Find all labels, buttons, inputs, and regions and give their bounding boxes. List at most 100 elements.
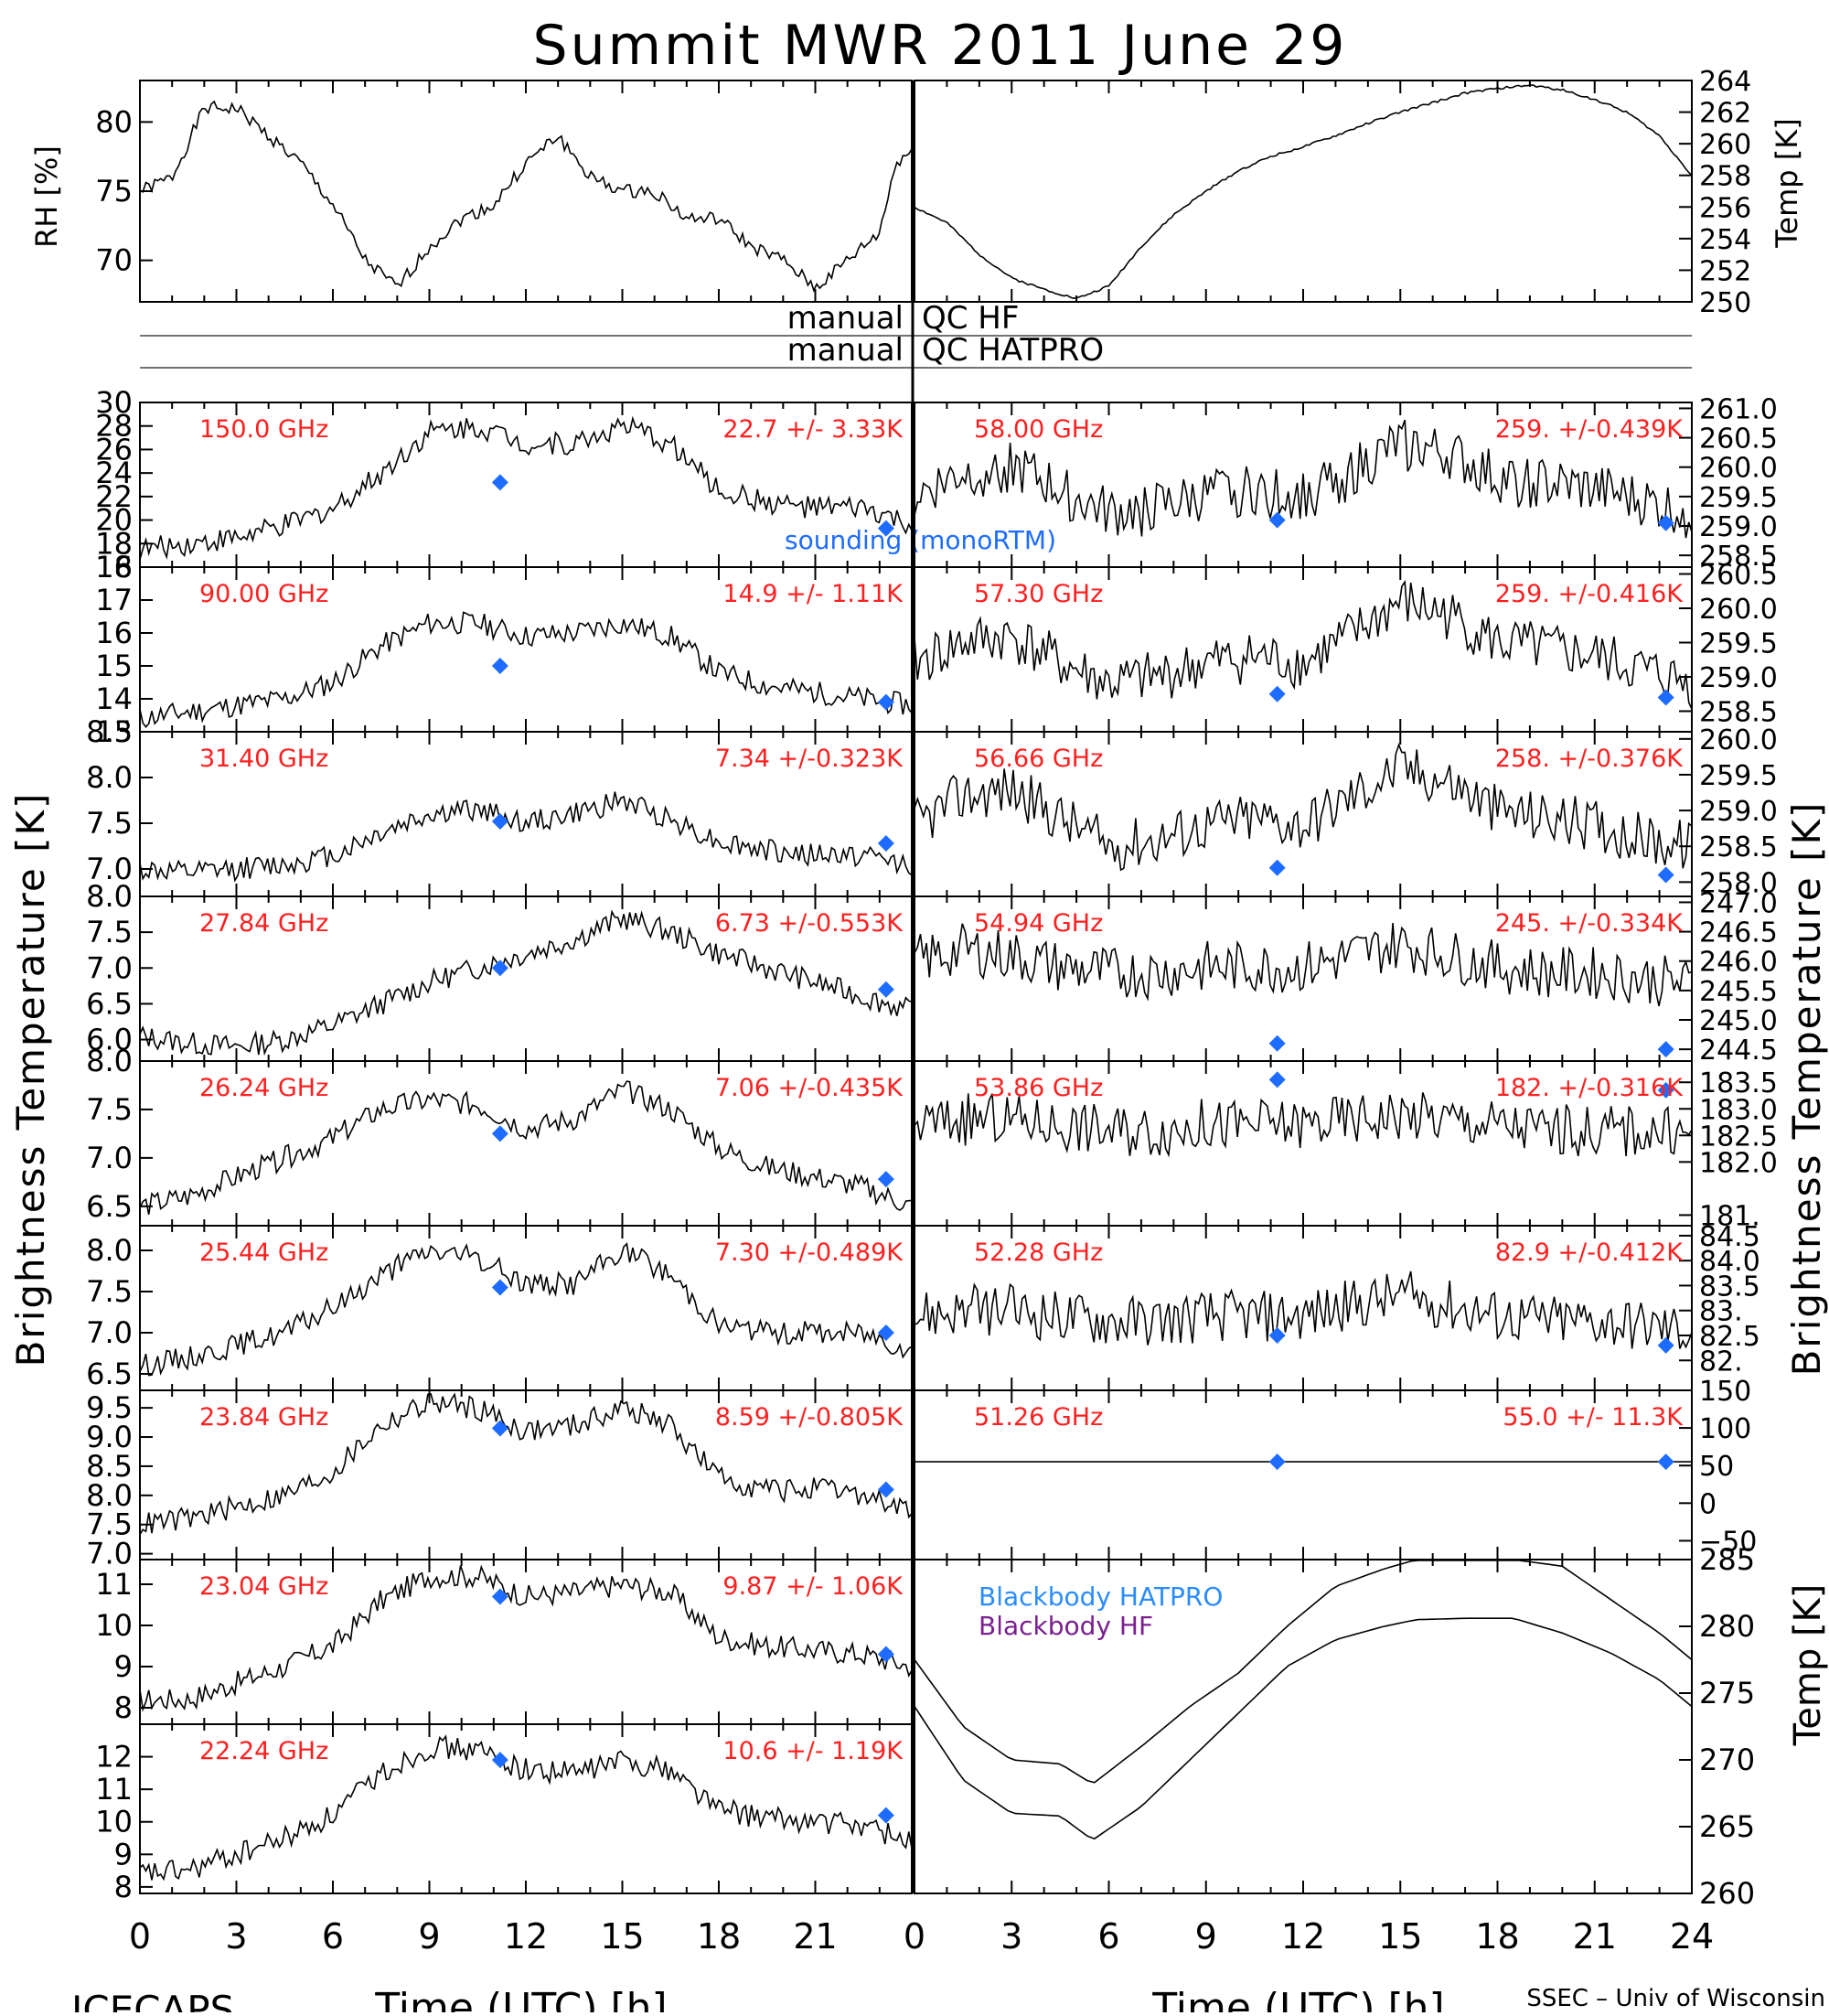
left-freq-panel-0-ytick-label: 30 [95, 385, 133, 420]
right-freq-panel-0-freq-label: 58.00 GHz [974, 415, 1103, 444]
left-freq-panel-3-ytick-label: 7.0 [86, 950, 133, 985]
right-freq-panel-5-ytick-label: 82.5 [1699, 1321, 1760, 1353]
left-freq-panel-1-ytick-label: 16 [95, 616, 133, 650]
right-freq-panel-3-ytick-label: 244.5 [1699, 1035, 1778, 1067]
temp-panel-ytick-label: 260 [1699, 129, 1751, 161]
left-freq-panel-5-ytick-label: 7.0 [86, 1315, 133, 1350]
bb-hatpro-label: Blackbody HATPRO [979, 1582, 1223, 1612]
left-freq-panel-7-freq-label: 23.04 GHz [199, 1572, 328, 1601]
right-freq-panel-3-ytick-label: 246.0 [1699, 947, 1778, 979]
right-freq-panel-6-ytick-label: 0 [1699, 1488, 1717, 1520]
right-freq-panel-4-ytick-label: 183.5 [1699, 1067, 1778, 1099]
left-freq-panel-3-stat-label: 6.73 +/-0.553K [715, 909, 904, 938]
left-freq-panel-1-stat-label: 14.9 +/- 1.11K [722, 580, 904, 608]
left-freq-panel-6-ytick-label: 8.0 [86, 1478, 133, 1513]
left-freq-panel-7-stat-label: 9.87 +/- 1.06K [722, 1572, 904, 1601]
right-freq-panel-0-series-0 [914, 419, 1693, 539]
left-freq-panel-1-ytick-label: 15 [95, 649, 133, 683]
left-freq-panel-0-ytick-label: 24 [95, 456, 133, 490]
chart-marks: 7075802502522542562582602622641618202224… [86, 66, 1778, 1957]
left-freq-panel-2-series-0 [139, 791, 913, 883]
blackbody-panel-series-0 [914, 1560, 1693, 1784]
right-freq-panel-6-ytick-label: −50 [1699, 1526, 1757, 1558]
left-freq-panel-0-ytick-label: 16 [95, 550, 133, 584]
left-freq-panel-0-sounding-point [877, 520, 894, 537]
temp-panel-ytick-label: 256 [1699, 192, 1751, 224]
right-freq-panel-5-freq-label: 52.28 GHz [974, 1239, 1103, 1267]
right-freq-panel-5-sounding-point [1657, 1336, 1674, 1354]
right-freq-panel-4-ytick-label: 182.0 [1699, 1147, 1778, 1179]
qc-hatpro-label-left: manual [787, 332, 904, 369]
left-freq-panel-6-series-0 [139, 1392, 913, 1535]
temp-panel-ytick-label: 262 [1699, 98, 1751, 130]
temp-panel-ytick-label: 252 [1699, 255, 1751, 287]
right-xtick-label: 9 [1195, 1916, 1217, 1957]
left-freq-panel-2-ytick-label: 7.5 [86, 806, 133, 841]
right-freq-panel-1-sounding-point [1657, 689, 1674, 706]
right-freq-panel-2-sounding-point [1268, 859, 1286, 876]
right-freq-panel-1-ytick-label: 258.5 [1699, 697, 1778, 729]
blackbody-panel-ytick-label: 280 [1699, 1609, 1755, 1644]
right-freq-panel-0-ytick-label: 260.5 [1699, 424, 1778, 456]
left-freq-panel-2-ytick-label: 8.5 [86, 714, 133, 749]
left-xtick-label: 12 [504, 1916, 548, 1957]
xlabel-left: Time (UTC) [h] [374, 1985, 667, 2012]
right-xtick-label: 6 [1097, 1916, 1119, 1957]
right-freq-panel-2-ytick-label: 258.5 [1699, 831, 1778, 863]
temp-axis-label: Temp [K] [1770, 118, 1804, 248]
blackbody-panel-ytick-label: 270 [1699, 1743, 1755, 1777]
left-freq-panel-7-ytick-label: 11 [95, 1567, 133, 1602]
right-xtick-label: 3 [1000, 1916, 1022, 1957]
right-freq-panel-0-stat-label: 259. +/-0.439K [1495, 415, 1684, 444]
left-freq-panel-2-ytick-label: 8.0 [86, 760, 133, 795]
left-freq-panel-8-ytick-label: 9 [114, 1837, 133, 1871]
left-freq-panel-4-freq-label: 26.24 GHz [199, 1074, 328, 1102]
right-freq-panel-0-ytick-label: 259.0 [1699, 511, 1778, 543]
xlabel-right: Time (UTC) [h] [1151, 1985, 1444, 2012]
right-freq-panel-2-stat-label: 258. +/-0.376K [1495, 745, 1684, 773]
tb-axis-label-left: Brightness Temperature [K] [8, 792, 53, 1367]
bb-hf-label: Blackbody HF [979, 1611, 1153, 1641]
right-xtick-label: 18 [1475, 1916, 1519, 1957]
right-freq-panel-2-series-0 [914, 742, 1693, 872]
right-freq-panel-6-sounding-point [1657, 1453, 1674, 1471]
right-freq-panel-4-series-0 [914, 1092, 1693, 1158]
left-freq-panel-0-ytick-label: 18 [95, 526, 133, 561]
right-freq-panel-5-sounding-point [1268, 1327, 1286, 1344]
left-freq-panel-6-freq-label: 23.84 GHz [199, 1403, 328, 1432]
right-freq-panel-1-ytick-label: 260.5 [1699, 560, 1778, 592]
left-freq-panel-1-freq-label: 90.00 GHz [199, 580, 328, 608]
left-freq-panel-4-stat-label: 7.06 +/-0.435K [715, 1074, 904, 1102]
right-freq-panel-1-ytick-label: 259.0 [1699, 662, 1778, 694]
left-freq-panel-1-series-0 [139, 611, 913, 728]
left-freq-panel-8-sounding-point [877, 1807, 894, 1824]
right-freq-panel-6-freq-label: 51.26 GHz [974, 1403, 1103, 1432]
right-freq-panel-6-sounding-point [1268, 1453, 1286, 1471]
left-freq-panel-2-stat-label: 7.34 +/-0.323K [715, 745, 904, 773]
bb-temp-axis-label: Temp [K] [1787, 1584, 1829, 1747]
left-freq-panel-3-ytick-label: 6.0 [86, 1023, 133, 1057]
qc-hatpro-label-right: QC HATPRO [922, 332, 1104, 369]
left-freq-panel-4-sounding-point [491, 1125, 508, 1142]
rh-panel-frame [139, 80, 913, 303]
left-freq-panel-2-ytick-label: 7.0 [86, 852, 133, 886]
tb-axis-label-right: Brightness Temperature [K] [1784, 801, 1829, 1377]
left-freq-panel-0-ytick-label: 22 [95, 479, 133, 514]
footer-right: SSEC – Univ of Wisconsin [1526, 1985, 1825, 2012]
left-freq-panel-6-sounding-point [491, 1420, 508, 1437]
left-freq-panel-3-ytick-label: 8.0 [86, 879, 133, 914]
right-freq-panel-1-ytick-label: 260.0 [1699, 594, 1778, 626]
right-freq-panel-1-freq-label: 57.30 GHz [974, 580, 1103, 608]
temp-panel-frame [914, 80, 1693, 303]
left-freq-panel-7-ytick-label: 8 [114, 1690, 133, 1725]
left-freq-panel-7-series-0 [139, 1564, 913, 1712]
left-freq-panel-8-ytick-label: 11 [95, 1772, 133, 1807]
right-freq-panel-5-ytick-label: 83.5 [1699, 1271, 1760, 1303]
right-xtick-label: 0 [904, 1916, 925, 1957]
left-freq-panel-3-sounding-point [491, 960, 508, 977]
right-freq-panel-3-ytick-label: 246.5 [1699, 917, 1778, 949]
left-freq-panel-4-ytick-label: 8.0 [86, 1044, 133, 1078]
blackbody-panel-ytick-label: 275 [1699, 1676, 1755, 1710]
left-freq-panel-5-freq-label: 25.44 GHz [199, 1239, 328, 1267]
